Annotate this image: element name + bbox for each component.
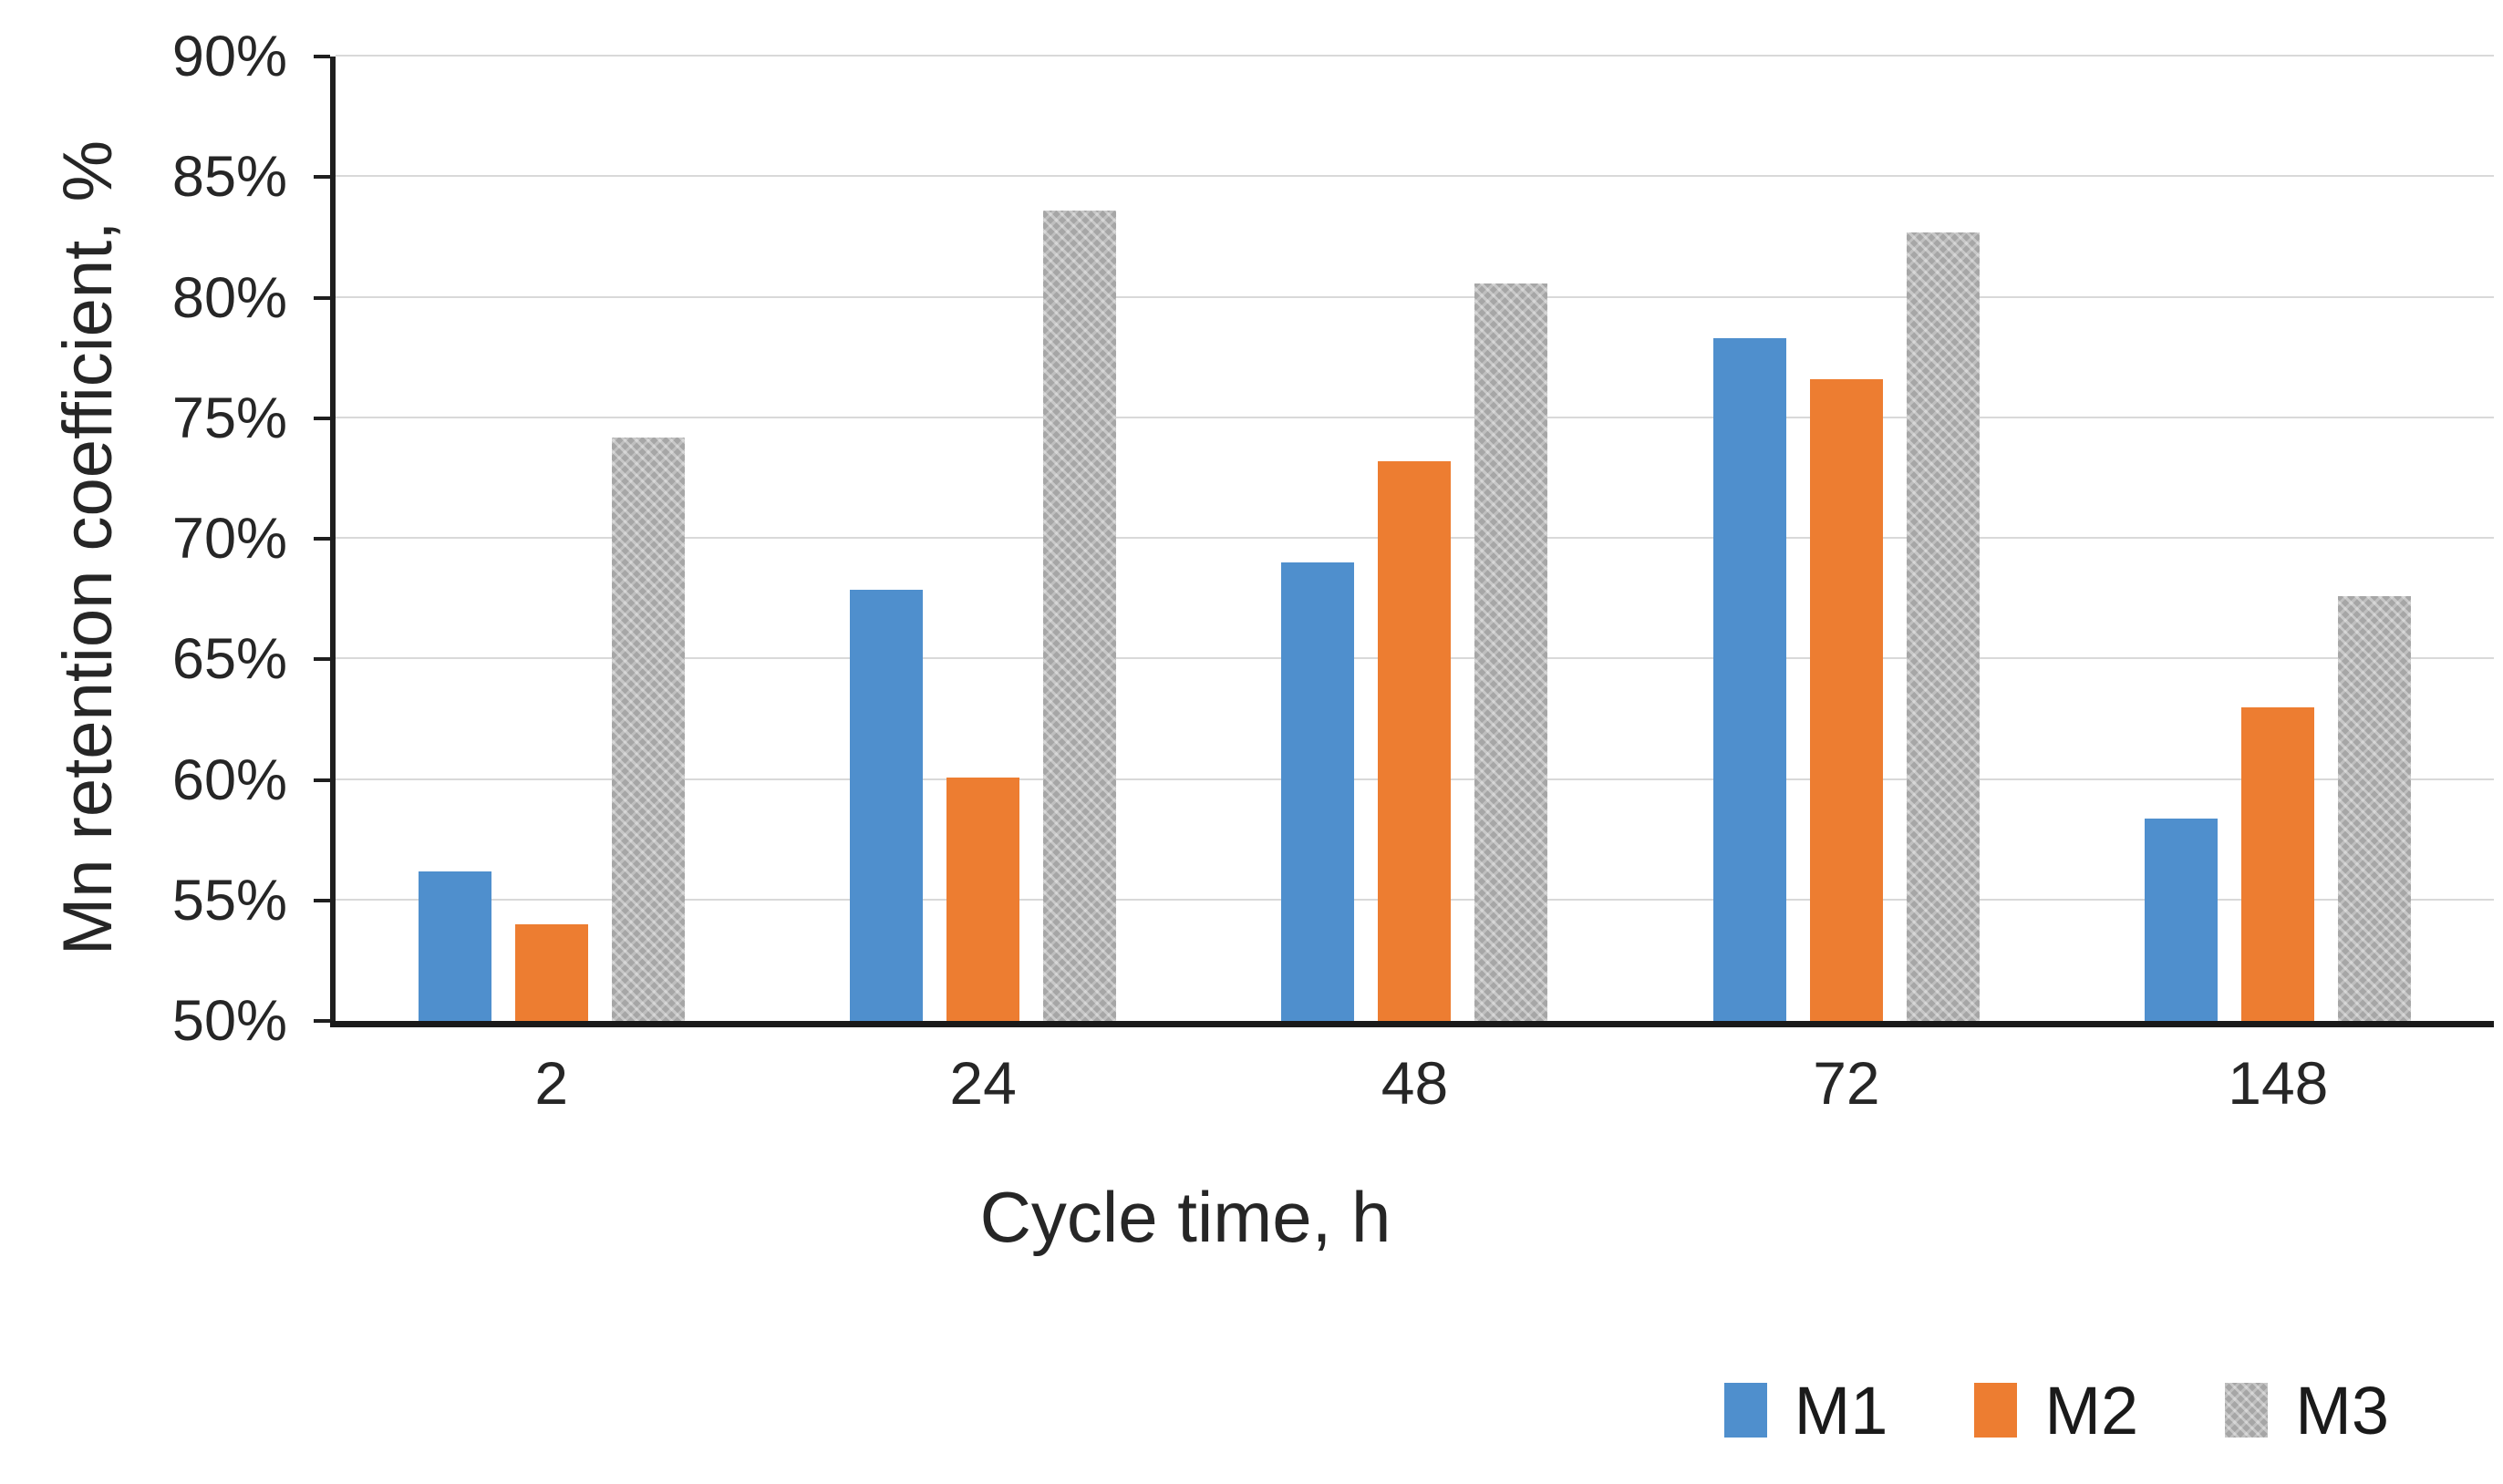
y-axis-tick <box>314 295 330 300</box>
bar-m2-48 <box>1378 461 1452 1021</box>
legend-swatch-m3 <box>2225 1383 2269 1438</box>
bar-group-72 <box>1630 57 2062 1021</box>
plot-area <box>314 55 2494 1027</box>
gridline-75 <box>336 416 2494 418</box>
y-axis-tick-labels: 50% 55% 60% 65% 70% 75% 80% 85% 90% <box>55 25 287 1053</box>
bar-group-24 <box>767 57 1198 1021</box>
y-tick-label-55: 55% <box>171 868 287 933</box>
gridline-85 <box>336 175 2494 178</box>
bar-m1-72 <box>1712 338 1786 1021</box>
bar-group-2 <box>336 57 767 1021</box>
y-tick-label-65: 65% <box>171 627 287 692</box>
y-tick-label-70: 70% <box>171 507 287 571</box>
y-axis-line <box>330 57 336 1021</box>
bar-m1-148 <box>2145 818 2219 1021</box>
gridline-90 <box>336 55 2494 57</box>
x-tick-label-24: 24 <box>949 1049 1017 1117</box>
x-axis-title: Cycle time, h <box>979 1177 1391 1257</box>
bar-group-48 <box>1199 57 1630 1021</box>
x-axis-line <box>330 1021 2494 1027</box>
bar-m2-72 <box>1809 379 1883 1021</box>
y-axis-tick <box>314 55 330 58</box>
y-axis-tick <box>314 416 330 420</box>
bar-m2-24 <box>946 777 1020 1021</box>
legend-label-m3: M3 <box>2295 1372 2389 1448</box>
bar-m3-2 <box>611 437 685 1021</box>
bar-m3-148 <box>2338 596 2412 1021</box>
y-axis-tick <box>314 778 330 782</box>
x-tick-label-48: 48 <box>1381 1049 1449 1117</box>
y-axis-tick <box>314 175 330 180</box>
y-tick-label-80: 80% <box>171 265 287 330</box>
y-axis-tick <box>314 898 330 902</box>
y-tick-label-60: 60% <box>171 747 287 812</box>
legend-item-m1: M1 <box>1723 1372 1888 1449</box>
y-tick-label-50: 50% <box>171 989 287 1053</box>
x-tick-label-2: 2 <box>534 1049 569 1117</box>
y-tick-label-85: 85% <box>171 145 287 210</box>
y-axis-tick <box>314 1019 330 1023</box>
bar-m3-48 <box>1474 283 1548 1021</box>
bar-group-148 <box>2063 57 2494 1021</box>
legend-swatch-m1 <box>1723 1383 1767 1438</box>
x-tick-label-148: 148 <box>2228 1049 2329 1117</box>
legend: M1 M2 M3 <box>1723 1365 2389 1456</box>
x-axis-tick-labels: 2 24 48 72 148 <box>336 1048 2494 1121</box>
gridline-80 <box>336 295 2494 298</box>
bar-m1-2 <box>418 871 491 1021</box>
y-axis-tick <box>314 657 330 662</box>
bar-m1-48 <box>1281 562 1355 1021</box>
y-axis-tick <box>314 537 330 541</box>
bar-m3-72 <box>1906 232 1980 1021</box>
legend-item-m3: M3 <box>2225 1372 2389 1449</box>
legend-item-m2: M2 <box>1974 1372 2138 1449</box>
x-tick-label-72: 72 <box>1813 1049 1880 1117</box>
legend-swatch-m2 <box>1974 1383 2018 1438</box>
legend-label-m1: M1 <box>1794 1372 1888 1448</box>
bar-m1-24 <box>850 589 924 1021</box>
legend-label-m2: M2 <box>2044 1372 2139 1448</box>
bar-m2-148 <box>2241 707 2315 1021</box>
bar-m2-2 <box>514 924 588 1021</box>
bar-m3-24 <box>1043 211 1117 1021</box>
y-tick-label-75: 75% <box>171 386 287 450</box>
y-tick-label-90: 90% <box>171 25 287 88</box>
